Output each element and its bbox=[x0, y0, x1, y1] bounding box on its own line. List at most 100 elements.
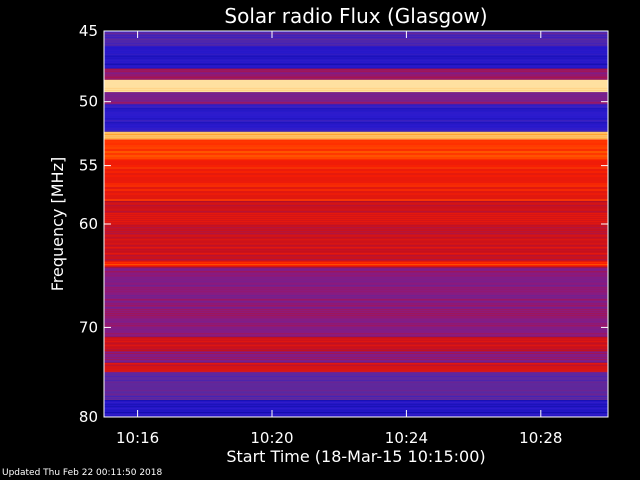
heatmap-line bbox=[104, 51, 608, 53]
heatmap-line bbox=[104, 299, 608, 301]
heatmap-line bbox=[104, 227, 608, 229]
x-tick-label: 10:20 bbox=[250, 429, 293, 447]
heatmap-line bbox=[104, 110, 608, 112]
heatmap-line bbox=[104, 145, 608, 147]
heatmap-line bbox=[104, 336, 608, 338]
y-tick-label: 60 bbox=[79, 215, 98, 233]
heatmap-line bbox=[104, 173, 608, 175]
heatmap-line bbox=[104, 83, 608, 85]
heatmap-line bbox=[104, 143, 608, 145]
heatmap-line bbox=[104, 313, 608, 315]
heatmap-line bbox=[104, 379, 608, 381]
heatmap-line bbox=[104, 279, 608, 281]
heatmap-line bbox=[104, 63, 608, 65]
heatmap-line bbox=[104, 41, 608, 42]
heatmap-line bbox=[104, 120, 608, 122]
heatmap-line bbox=[104, 49, 608, 51]
heatmap-line bbox=[104, 130, 608, 132]
heatmap-line bbox=[104, 275, 608, 277]
heatmap-line bbox=[104, 239, 608, 241]
heatmap-line bbox=[104, 205, 608, 207]
heatmap-line bbox=[104, 325, 608, 327]
heatmap-line bbox=[104, 181, 608, 183]
heatmap-line bbox=[104, 175, 608, 177]
heatmap-line bbox=[104, 108, 608, 110]
plot-area bbox=[104, 31, 608, 418]
heatmap-line bbox=[104, 102, 608, 104]
heatmap-line bbox=[104, 157, 608, 159]
heatmap-line bbox=[104, 189, 608, 191]
heatmap-line bbox=[104, 309, 608, 311]
heatmap-line bbox=[104, 362, 608, 364]
heatmap-line bbox=[104, 209, 608, 211]
heatmap-line bbox=[104, 317, 608, 319]
heatmap-line bbox=[104, 235, 608, 237]
heatmap-line bbox=[104, 356, 608, 358]
heatmap-line bbox=[104, 360, 608, 362]
x-tick-label: 10:28 bbox=[519, 429, 562, 447]
heatmap-line bbox=[104, 321, 608, 323]
heatmap-line bbox=[104, 237, 608, 239]
heatmap-line bbox=[104, 79, 608, 81]
heatmap-line bbox=[104, 59, 608, 61]
heatmap-line bbox=[104, 335, 608, 337]
heatmap-line bbox=[104, 137, 608, 139]
heatmap-line bbox=[104, 199, 608, 201]
heatmap-line bbox=[104, 124, 608, 126]
heatmap-line bbox=[104, 366, 608, 368]
heatmap-band bbox=[104, 31, 608, 46]
heatmap-line bbox=[104, 277, 608, 279]
heatmap-line bbox=[104, 262, 608, 264]
heatmap-line bbox=[104, 74, 608, 76]
heatmap-line bbox=[104, 135, 608, 137]
heatmap-line bbox=[104, 43, 608, 44]
x-tick-label: 10:16 bbox=[116, 429, 159, 447]
heatmap-line bbox=[104, 96, 608, 98]
heatmap-line bbox=[104, 340, 608, 342]
heatmap-line bbox=[104, 126, 608, 128]
heatmap-line bbox=[104, 165, 608, 167]
heatmap-line bbox=[104, 342, 608, 344]
heatmap-line bbox=[104, 98, 608, 100]
heatmap-line bbox=[104, 350, 608, 352]
heatmap-line bbox=[104, 303, 608, 305]
heatmap-line bbox=[104, 293, 608, 295]
y-tick-label: 80 bbox=[79, 408, 98, 426]
heatmap-line bbox=[104, 219, 608, 221]
heatmap-line bbox=[104, 183, 608, 185]
heatmap-line bbox=[104, 215, 608, 217]
heatmap-line bbox=[104, 81, 608, 83]
heatmap-line bbox=[104, 346, 608, 348]
heatmap-line bbox=[104, 92, 608, 94]
y-axis: 45 50 55 60 70 80 bbox=[79, 22, 608, 426]
heatmap-line bbox=[104, 197, 608, 199]
heatmap-line bbox=[104, 391, 608, 393]
heatmap-line bbox=[104, 383, 608, 385]
heatmap-line bbox=[104, 118, 608, 120]
heatmap-line bbox=[104, 225, 608, 227]
heatmap-line bbox=[104, 371, 608, 373]
heatmap-line bbox=[104, 348, 608, 350]
heatmap-line bbox=[104, 261, 608, 263]
heatmap-line bbox=[104, 368, 608, 370]
heatmap-band bbox=[104, 45, 608, 69]
heatmap-line bbox=[104, 72, 608, 74]
heatmap-band bbox=[104, 131, 608, 140]
heatmap-line bbox=[104, 264, 608, 266]
heatmap-line bbox=[104, 55, 608, 57]
heatmap-line bbox=[104, 39, 608, 40]
heatmap-line bbox=[104, 333, 608, 335]
chart-title: Solar radio Flux (Glasgow) bbox=[224, 4, 487, 28]
heatmap-line bbox=[104, 354, 608, 356]
heatmap-line bbox=[104, 191, 608, 193]
heatmap-line bbox=[104, 393, 608, 395]
heatmap-line bbox=[104, 305, 608, 307]
heatmap-line bbox=[104, 397, 608, 399]
heatmap-line bbox=[104, 389, 608, 391]
heatmap-line bbox=[104, 285, 608, 287]
heatmap-line bbox=[104, 128, 608, 130]
heatmap-line bbox=[104, 257, 608, 259]
heatmap-line bbox=[104, 273, 608, 275]
heatmap-line bbox=[104, 233, 608, 235]
heatmap-line bbox=[104, 78, 608, 80]
